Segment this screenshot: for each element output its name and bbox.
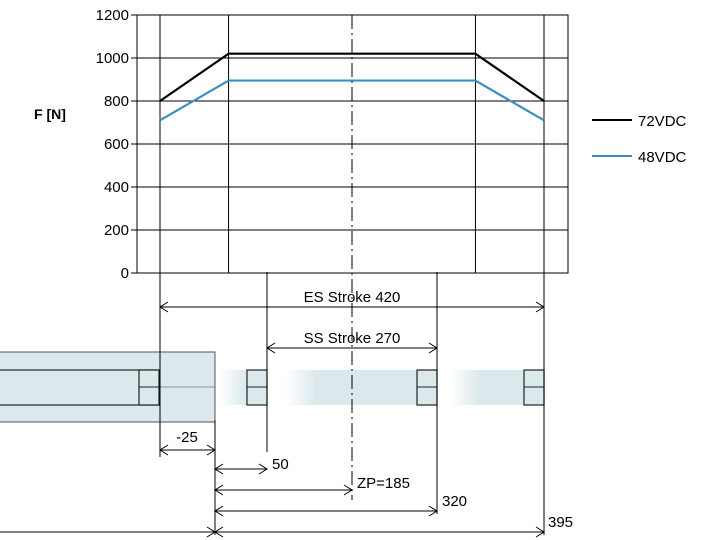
y-axis-label: F [N] xyxy=(34,106,66,122)
dim-395-arrow-head-right xyxy=(535,526,545,538)
dim-neg25-label: -25 xyxy=(176,429,198,446)
series-line-72vdc xyxy=(159,52,545,102)
extension-lines xyxy=(159,272,545,535)
series-line-48vdc xyxy=(159,79,545,122)
dim-zp-label: ZP=185 xyxy=(357,475,410,492)
dim-housing-arrow-head-right xyxy=(206,526,216,538)
ss-stroke-arrow-head-left xyxy=(266,342,276,354)
ss-stroke-label: SS Stroke 270 xyxy=(304,330,401,347)
dimension-arrows xyxy=(0,301,545,538)
dim-320-arrow-head-right xyxy=(428,505,438,517)
fade-3 xyxy=(450,368,480,407)
dim-50-label: 50 xyxy=(272,456,289,473)
inner-rod xyxy=(0,369,160,406)
y-tick-labels: 0 200 400 600 800 1000 1200 xyxy=(96,7,129,282)
es-stroke-arrow-head-left xyxy=(159,301,169,313)
y-tick-label: 400 xyxy=(104,179,129,196)
dim-320-label: 320 xyxy=(442,493,467,510)
dim-zp-arrow-head-left xyxy=(214,484,224,496)
es-stroke-label: ES Stroke 420 xyxy=(304,289,401,306)
y-tick-label: 0 xyxy=(121,265,129,282)
legend-label-48vdc: 48VDC xyxy=(638,149,687,166)
series-lines xyxy=(159,52,545,122)
legend: 72VDC 48VDC xyxy=(592,113,687,166)
dim-neg25-arrow-head-left xyxy=(159,444,169,456)
y-tick-label: 1200 xyxy=(96,7,129,24)
y-tick-label: 600 xyxy=(104,136,129,153)
fade-1 xyxy=(220,368,246,407)
fade-2 xyxy=(285,368,315,407)
ss-stroke-arrow-head-right xyxy=(428,342,438,354)
es-stroke-arrow-head-right xyxy=(535,301,545,313)
dim-neg25-arrow-head-right xyxy=(206,444,216,456)
y-tick-label: 200 xyxy=(104,222,129,239)
y-tick-label: 800 xyxy=(104,93,129,110)
dim-320-arrow-head-left xyxy=(214,505,224,517)
dim-50-arrow-head-right xyxy=(258,463,268,475)
dim-395-label: 395 xyxy=(548,514,573,531)
dim-zp-arrow-head-right xyxy=(343,484,353,496)
actuator-drawing xyxy=(0,351,545,423)
dim-50-arrow-head-left xyxy=(214,463,224,475)
y-tick-label: 1000 xyxy=(96,50,129,67)
legend-label-72vdc: 72VDC xyxy=(638,113,687,130)
